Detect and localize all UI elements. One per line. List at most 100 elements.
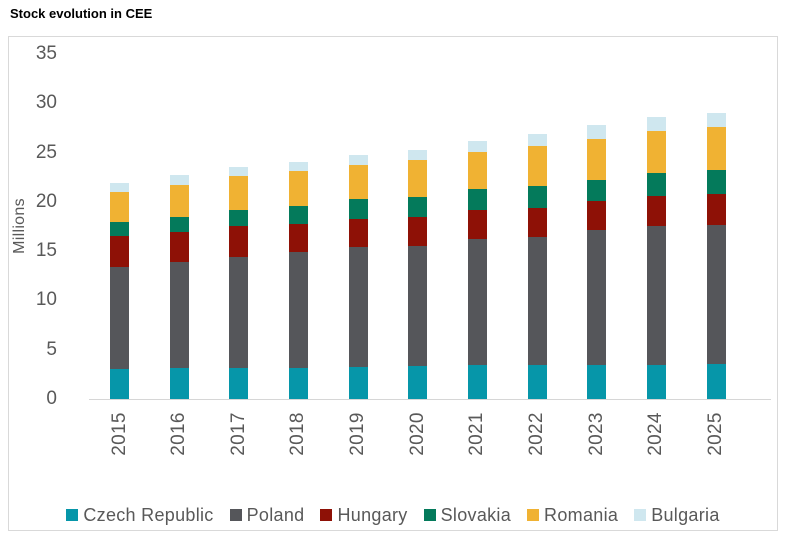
legend-swatch-hungary	[320, 509, 333, 521]
bar-segment-hungary-2022	[527, 207, 547, 238]
bar-segment-bulgaria-2015	[110, 183, 129, 192]
bar-2017	[229, 167, 249, 399]
y-tick-label-35: 35	[35, 43, 57, 64]
bar-segment-poland-2025	[706, 224, 726, 364]
bar-segment-romania-2021	[467, 151, 487, 190]
bar-2025	[706, 113, 726, 399]
bar-segment-hungary-2015	[110, 236, 129, 267]
bar-segment-romania-2025	[706, 126, 726, 171]
legend-item-poland: Poland	[229, 504, 305, 526]
bar-segment-bulgaria-2017	[229, 167, 249, 177]
legend-swatch-slovakia	[423, 509, 436, 521]
bar-segment-hungary-2019	[348, 218, 368, 248]
legend-swatch-bulgaria	[634, 509, 647, 521]
bar-segment-romania-2015	[110, 191, 129, 222]
legend-swatch-czech-republic	[66, 509, 79, 521]
bar-segment-romania-2019	[348, 165, 368, 199]
bar-2020	[408, 149, 428, 399]
bar-segment-czech-republic-2020	[408, 365, 428, 399]
page-title: Stock evolution in CEE	[10, 6, 153, 21]
bar-segment-czech-republic-2024	[646, 364, 666, 399]
bar-segment-slovakia-2019	[348, 198, 368, 219]
bar-segment-czech-republic-2023	[587, 364, 607, 399]
bar-segment-poland-2017	[229, 257, 249, 368]
bar-segment-bulgaria-2023	[587, 124, 607, 139]
bar-2022	[527, 133, 547, 399]
bar-segment-bulgaria-2025	[706, 113, 726, 127]
legend: Czech Republic Poland Hungary Slovakia Roman…	[9, 503, 777, 527]
bar-segment-slovakia-2023	[587, 180, 607, 201]
y-tick-label-25: 25	[35, 141, 57, 163]
bar-segment-czech-republic-2021	[467, 364, 487, 399]
legend-item-slovakia: Slovakia	[423, 504, 512, 526]
bar-segment-slovakia-2017	[229, 209, 249, 226]
bar-segment-bulgaria-2021	[467, 140, 487, 152]
bar-segment-hungary-2017	[229, 225, 249, 258]
bar-segment-hungary-2025	[706, 193, 726, 225]
bar-segment-bulgaria-2018	[288, 161, 308, 172]
bar-segment-bulgaria-2024	[646, 117, 666, 131]
bar-segment-romania-2024	[646, 130, 666, 174]
bar-segment-slovakia-2016	[169, 216, 189, 233]
y-tick-label-15: 15	[35, 240, 57, 262]
bar-segment-romania-2017	[229, 176, 249, 210]
bar-segment-czech-republic-2016	[169, 368, 189, 399]
bar-segment-czech-republic-2018	[288, 367, 308, 399]
legend-label-czech-republic: Czech Republic	[83, 504, 214, 525]
y-tick-label-30: 30	[35, 92, 57, 114]
bar-segment-poland-2020	[408, 246, 428, 366]
bar-segment-romania-2022	[527, 145, 547, 187]
bar-segment-slovakia-2024	[646, 173, 666, 196]
bar-segment-romania-2020	[408, 160, 428, 197]
bar-segment-poland-2018	[288, 252, 308, 368]
bar-segment-slovakia-2021	[467, 189, 487, 210]
legend-label-slovakia: Slovakia	[440, 504, 512, 525]
bar-segment-poland-2021	[467, 239, 487, 365]
bar-segment-slovakia-2020	[408, 196, 428, 217]
bar-segment-hungary-2020	[408, 216, 428, 247]
x-tick-label-2016: 2016	[168, 412, 190, 456]
bar-segment-poland-2016	[169, 261, 189, 369]
bar-segment-hungary-2021	[467, 209, 487, 240]
chart-container: Millions 0 5 10 15 20 25 30 35 2015 2016 2017 2018…	[8, 36, 778, 531]
bar-segment-slovakia-2015	[110, 221, 129, 237]
y-tick-label-0: 0	[46, 388, 57, 409]
legend-item-czech-republic: Czech Republic	[66, 505, 213, 526]
legend-label-hungary: Hungary	[337, 504, 408, 525]
bar-segment-bulgaria-2019	[348, 154, 368, 166]
bar-2018	[288, 161, 308, 399]
bar-2016	[169, 175, 189, 399]
y-tick-label-5: 5	[46, 338, 57, 360]
bar-segment-poland-2023	[587, 230, 607, 365]
y-tick-label-20: 20	[35, 190, 57, 212]
x-tick-label-2021: 2021	[466, 412, 488, 456]
bar-2023	[587, 124, 607, 399]
bar-segment-slovakia-2018	[288, 205, 308, 224]
x-tick-label-2023: 2023	[585, 412, 607, 456]
bar-segment-poland-2024	[646, 225, 666, 365]
bar-segment-hungary-2016	[169, 232, 189, 262]
bar-segment-czech-republic-2019	[348, 366, 368, 399]
bar-segment-czech-republic-2025	[706, 363, 726, 399]
x-axis-line	[89, 399, 771, 400]
legend-item-romania: Romania	[527, 505, 618, 526]
bar-segment-hungary-2024	[646, 195, 666, 226]
plot-area: 2015 2016 2017 2018 2019 2020 2021 2022 2023 2024…	[67, 53, 771, 456]
bar-2015	[110, 183, 129, 399]
bar-segment-poland-2019	[348, 247, 368, 367]
bar-segment-slovakia-2022	[527, 186, 547, 208]
legend-label-poland: Poland	[246, 504, 305, 525]
legend-swatch-romania	[527, 509, 540, 521]
bar-segment-czech-republic-2022	[527, 364, 547, 399]
bar-segment-bulgaria-2022	[527, 133, 547, 146]
bar-segment-romania-2016	[169, 185, 189, 217]
y-tick-label-10: 10	[35, 289, 57, 311]
x-tick-label-2020: 2020	[406, 412, 428, 456]
x-tick-label-2019: 2019	[347, 412, 369, 456]
bar-segment-hungary-2018	[288, 223, 308, 253]
bar-segment-bulgaria-2020	[408, 149, 428, 161]
legend-label-bulgaria: Bulgaria	[651, 504, 720, 525]
x-tick-label-2018: 2018	[287, 412, 309, 456]
bar-2024	[646, 117, 666, 399]
legend-label-romania: Romania	[544, 504, 619, 525]
